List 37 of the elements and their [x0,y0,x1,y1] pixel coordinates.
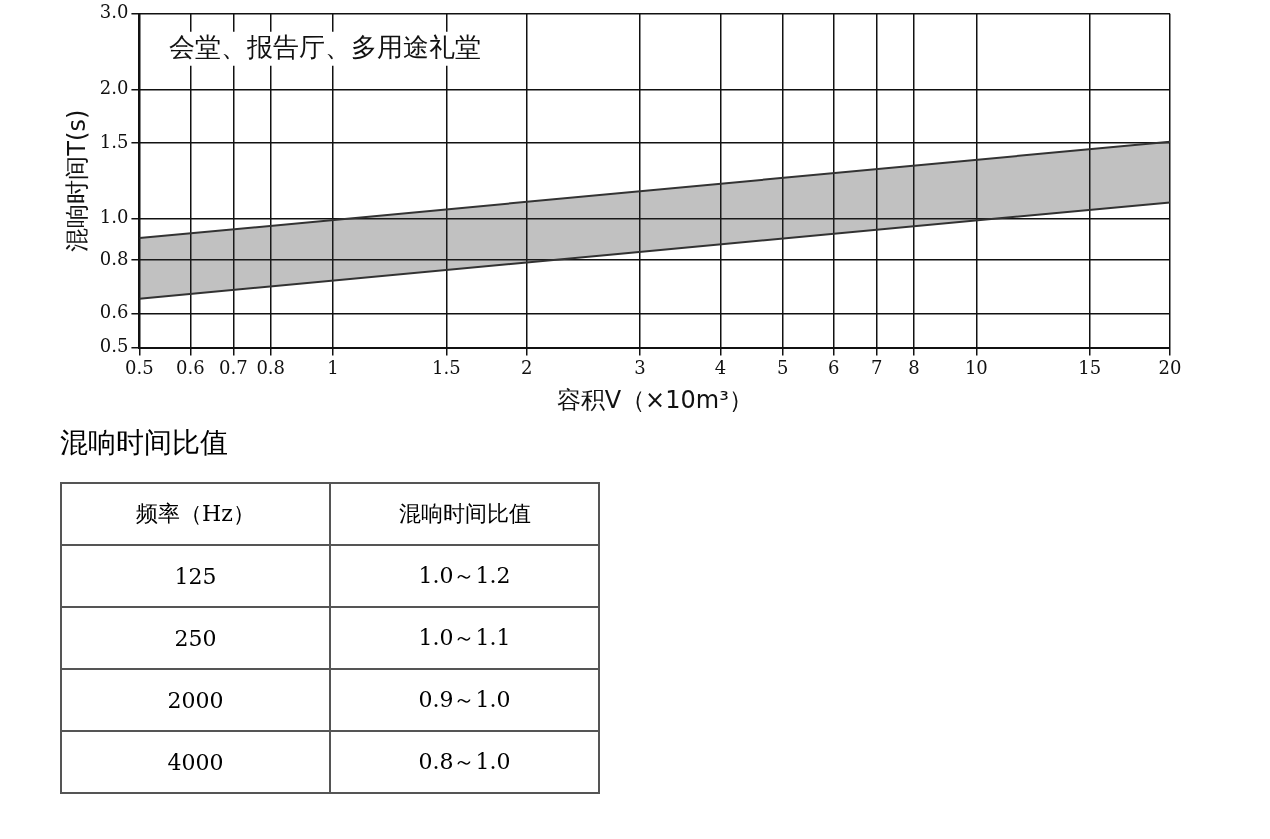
text: 1.0～1.2 [330,545,599,607]
text: 0.8～1.0 [330,731,599,793]
x-tick-label: 5 [776,357,789,379]
text: 1.0～1.1 [330,607,599,669]
x-tick-label: 1 [327,357,339,379]
text: 2000 [61,669,330,731]
y-tick-label: 0.8 [99,247,129,269]
text: 0.9～1.0 [330,669,599,731]
x-tick-label: 0.8 [256,357,286,379]
x-tick-label: 7 [870,357,883,379]
text: 会堂、报告厅、多用途礼堂 [169,31,482,62]
x-tick-label: 1.5 [432,357,461,379]
x-tick-label: 0.7 [219,357,248,379]
text: 250 [61,607,330,669]
x-tick-label: 4 [714,357,727,379]
y-tick-label: 1.5 [99,130,129,152]
x-tick-label: 2 [520,357,533,379]
y-tick-label: 0.6 [99,301,129,323]
x-tick-label: 10 [964,357,988,379]
y-tick-label: 1.0 [99,206,129,228]
x-tick-label: 0.6 [176,357,205,379]
x-tick-label: 3 [634,357,646,379]
x-axis-title: 容积V（×10m³） [556,385,753,414]
y-axis-title: 混响时间T(s) [62,109,91,252]
text: 混响时间比值 [330,483,599,545]
text: 4000 [61,731,330,793]
x-tick-label: 8 [908,357,920,379]
y-tick-label: 2.0 [99,77,129,99]
x-tick-label: 0.5 [125,357,154,379]
text: 125 [61,545,330,607]
x-tick-label: 15 [1078,357,1102,379]
x-tick-label: 20 [1158,357,1182,379]
y-tick-label: 3.0 [99,1,129,23]
text: 混响时间比值 [60,425,229,461]
y-tick-label: 0.5 [99,335,129,357]
text: 频率（Hz） [61,483,330,545]
x-tick-label: 6 [827,357,840,379]
